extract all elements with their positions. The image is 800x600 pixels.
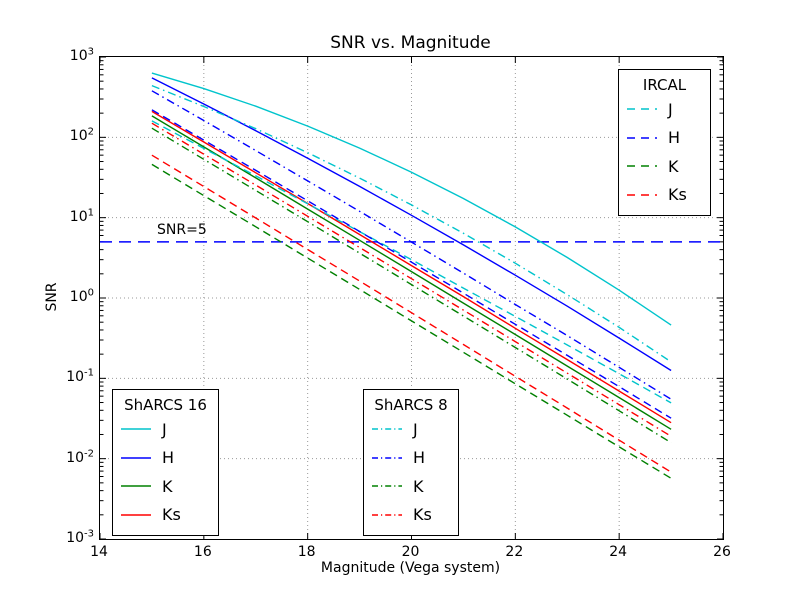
legend-entry-label: H	[668, 128, 681, 148]
legend-entry-sharcs8-j: J	[372, 415, 450, 444]
legend-entry-label: Ks	[162, 505, 181, 525]
legend-entry-label: Ks	[413, 505, 432, 525]
legend-title-sharcs8: ShARCS 8	[374, 396, 448, 414]
legend-line-sample	[121, 485, 151, 488]
curves	[151, 72, 672, 479]
legend-line-sample	[627, 193, 657, 196]
y-tick-label-10e-3: 10-3	[66, 528, 94, 546]
legend-entry-label: K	[413, 476, 424, 496]
y-tick-label-10e0: 100	[69, 287, 94, 305]
curve-sharcs-8-ks	[151, 122, 672, 437]
legend-line-sample	[372, 485, 402, 488]
legend-entry-ircal-h: H	[627, 124, 702, 153]
legend-title-sharcs16: ShARCS 16	[124, 396, 207, 414]
legend-entry-sharcs8-ks: Ks	[372, 501, 450, 530]
plot-area: IRCAL J H K Ks ShARCS 16 J H K Ks ShARCS 8 J H K Ks	[99, 56, 724, 540]
legend-ircal: IRCAL J H K Ks	[618, 69, 711, 216]
legend-line-sample	[627, 108, 657, 111]
legend-sharcs16: ShARCS 16 J H K Ks	[112, 389, 219, 536]
y-tick-exponent: 1	[87, 207, 94, 218]
legend-entry-label: Ks	[668, 185, 687, 205]
legend-line-sample	[121, 456, 151, 459]
y-tick-exponent: 3	[87, 46, 94, 58]
legend-entry-sharcs16-j: J	[121, 415, 210, 444]
x-tick-label-18: 18	[297, 544, 316, 560]
y-tick-label-10e2: 102	[69, 126, 94, 145]
curve-sharcs-16-j	[151, 72, 672, 326]
legend-entry-label: J	[162, 419, 167, 439]
legend-entry-label: K	[162, 476, 173, 496]
curve-ircal-h	[151, 109, 672, 419]
curve-sharcs-8-h	[151, 90, 672, 400]
legend-line-sample	[121, 513, 151, 516]
snr-threshold-label: SNR=5	[157, 222, 207, 238]
axis-ticks	[100, 57, 723, 539]
curve-ircal-j	[151, 120, 672, 404]
x-tick-label-14: 14	[90, 544, 108, 560]
legend-line-sample	[121, 428, 151, 431]
legend-entry-label: K	[668, 156, 679, 176]
x-tick-label-22: 22	[505, 544, 524, 560]
legend-line-sample	[372, 513, 402, 516]
y-tick-exponent: -2	[84, 448, 94, 459]
legend-entry-label: H	[413, 448, 426, 468]
curve-sharcs-8-j	[151, 84, 672, 363]
curve-sharcs-8-k	[151, 127, 672, 444]
grid	[100, 57, 723, 539]
curve-sharcs-16-k	[151, 115, 672, 430]
legend-entry-ircal-ks: Ks	[627, 181, 702, 210]
legend-line-sample	[627, 165, 657, 168]
curve-ircal-ks	[151, 154, 672, 473]
y-tick-label-10e-2: 10-2	[66, 448, 94, 466]
x-tick-label-20: 20	[401, 544, 420, 560]
y-tick-exponent: 2	[87, 126, 94, 138]
x-tick-label-24: 24	[609, 544, 628, 560]
legend-entry-sharcs16-k: K	[121, 472, 210, 501]
legend-title-ircal: IRCAL	[642, 76, 687, 94]
curve-ircal-k	[151, 163, 672, 479]
plot-canvas	[100, 57, 723, 539]
legend-line-sample	[372, 428, 402, 431]
x-axis-label: Magnitude (Vega system)	[320, 560, 501, 576]
legend-line-sample	[627, 136, 657, 139]
legend-entry-ircal-j: J	[627, 95, 702, 124]
y-tick-label-10e3: 103	[69, 46, 94, 64]
legend-entry-label: J	[413, 419, 418, 439]
x-tick-label-16: 16	[193, 544, 212, 560]
y-tick-exponent: -3	[84, 528, 94, 540]
legend-entry-ircal-k: K	[627, 152, 702, 181]
x-tick-label-26: 26	[713, 544, 731, 560]
legend-entry-sharcs16-ks: Ks	[121, 501, 210, 530]
chart-title: SNR vs. Magnitude	[330, 33, 491, 53]
y-tick-label-10e-1: 10-1	[66, 367, 94, 386]
legend-entry-sharcs8-k: K	[372, 472, 450, 501]
legend-entry-label: J	[668, 99, 673, 119]
curve-sharcs-16-ks	[151, 110, 672, 424]
legend-entry-sharcs8-h: H	[372, 444, 450, 473]
legend-entry-sharcs16-h: H	[121, 444, 210, 473]
legend-line-sample	[372, 456, 402, 459]
y-tick-exponent: -1	[84, 367, 94, 379]
y-tick-label-10e1: 101	[69, 207, 94, 225]
legend-sharcs8: ShARCS 8 J H K Ks	[363, 389, 459, 536]
y-tick-exponent: 0	[87, 287, 94, 299]
legend-entry-label: H	[162, 448, 175, 468]
